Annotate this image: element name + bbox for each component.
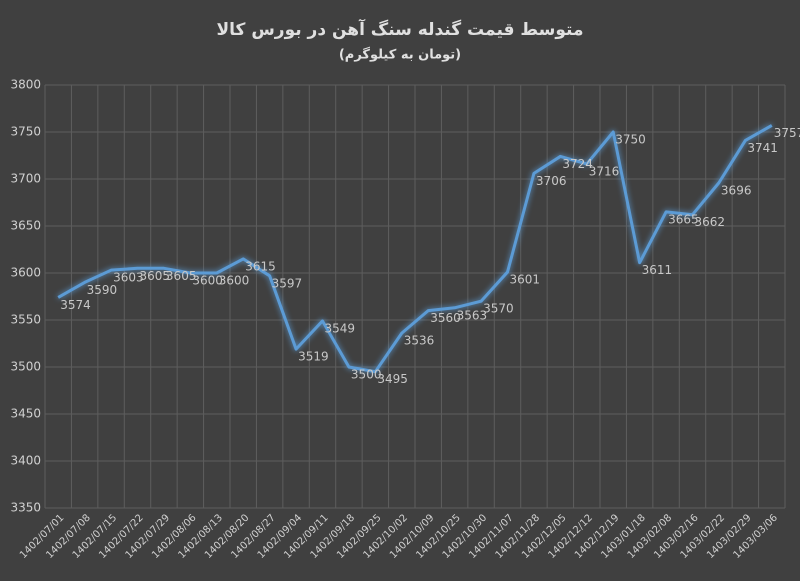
chart-title: متوسط قیمت گندله سنگ آهن در بورس کالا (217, 18, 584, 40)
y-tick-label: 3400 (10, 454, 41, 468)
data-label: 3600 (219, 274, 250, 288)
data-label: 3724 (562, 157, 593, 171)
data-label: 3662 (695, 215, 726, 229)
y-tick-label: 3700 (10, 172, 41, 186)
data-label: 3605 (166, 269, 197, 283)
y-tick-label: 3550 (10, 313, 41, 327)
y-tick-label: 3500 (10, 360, 41, 374)
data-label: 3590 (87, 283, 118, 297)
data-label: 3741 (747, 141, 778, 155)
y-tick-label: 3350 (10, 501, 41, 515)
data-label: 3716 (589, 164, 620, 178)
data-label: 3706 (536, 174, 567, 188)
data-label: 3750 (615, 133, 646, 147)
data-label: 3570 (483, 302, 514, 316)
data-label: 3500 (351, 368, 382, 382)
y-tick-label: 3800 (10, 78, 41, 92)
data-label: 3615 (245, 259, 276, 273)
data-label: 3600 (192, 274, 223, 288)
y-tick-label: 3750 (10, 125, 41, 139)
data-label: 3495 (377, 372, 408, 386)
data-label: 3603 (113, 271, 144, 285)
y-tick-label: 3450 (10, 407, 41, 421)
data-label: 3605 (140, 269, 171, 283)
data-label: 3696 (721, 183, 752, 197)
data-label: 3757 (774, 126, 800, 140)
data-label: 3519 (298, 350, 329, 364)
data-label: 3601 (510, 273, 541, 287)
data-label: 3560 (430, 311, 461, 325)
data-label: 3665 (668, 212, 699, 226)
data-label: 3574 (60, 298, 91, 312)
data-label: 3536 (404, 334, 435, 348)
y-tick-label: 3650 (10, 219, 41, 233)
data-label: 3563 (457, 308, 488, 322)
line (57, 124, 773, 374)
data-label: 3597 (272, 276, 303, 290)
y-tick-label: 3600 (10, 266, 41, 280)
data-label: 3611 (642, 263, 673, 277)
chart-subtitle: (تومان به کیلوگرم) (339, 47, 461, 63)
data-label: 3549 (325, 321, 356, 335)
